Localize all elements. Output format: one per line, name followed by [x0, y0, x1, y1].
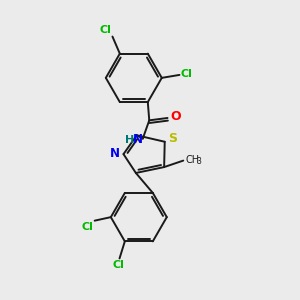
Text: Cl: Cl: [181, 69, 193, 79]
Text: N: N: [110, 147, 120, 160]
Text: S: S: [168, 132, 177, 145]
Text: 3: 3: [196, 157, 201, 166]
Text: H: H: [125, 135, 134, 145]
Text: Cl: Cl: [99, 26, 111, 35]
Text: N: N: [133, 133, 142, 146]
Text: Cl: Cl: [81, 221, 93, 232]
Text: Cl: Cl: [113, 260, 125, 270]
Text: CH: CH: [185, 155, 199, 165]
Text: O: O: [170, 110, 181, 123]
